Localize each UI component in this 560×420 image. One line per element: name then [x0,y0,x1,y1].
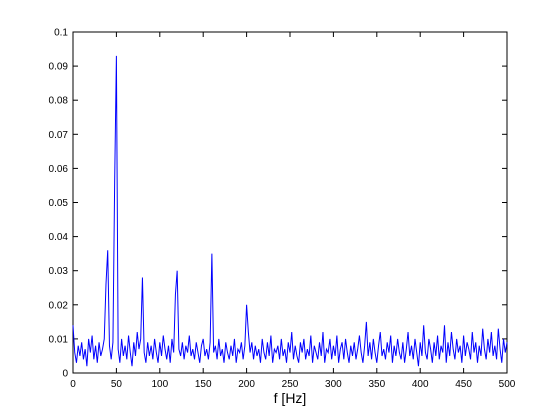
plot-frame [72,31,508,374]
y-tick-label: 0.05 [49,198,69,209]
x-tick-label: 500 [499,379,516,390]
y-tick-label: 0.09 [49,62,69,73]
y-tick-label: 0.02 [49,300,69,311]
y-tick-label: 0.03 [49,266,69,277]
y-tick-label: 0 [62,369,68,380]
y-tick-label: 0.08 [49,96,69,107]
y-tick-label: 0.04 [49,232,69,243]
y-tick-label: 0.01 [49,334,69,345]
y-tick-label: 0.07 [49,130,69,141]
y-tick-label: 0.1 [54,28,68,39]
y-tick-label: 0.06 [49,164,69,175]
x-tick-label: 0 [70,379,76,390]
x-tick-label: 450 [455,379,472,390]
x-tick-label: 350 [368,379,385,390]
x-tick-label: 100 [151,379,168,390]
x-tick-label: 50 [111,379,123,390]
x-axis-label: f [Hz] [274,390,307,406]
x-tick-label: 300 [325,379,342,390]
spectrum-line [72,55,508,367]
x-tick-label: 250 [282,379,299,390]
x-tick-label: 150 [195,379,212,390]
x-tick-label: 400 [412,379,429,390]
x-tick-label: 200 [238,379,255,390]
